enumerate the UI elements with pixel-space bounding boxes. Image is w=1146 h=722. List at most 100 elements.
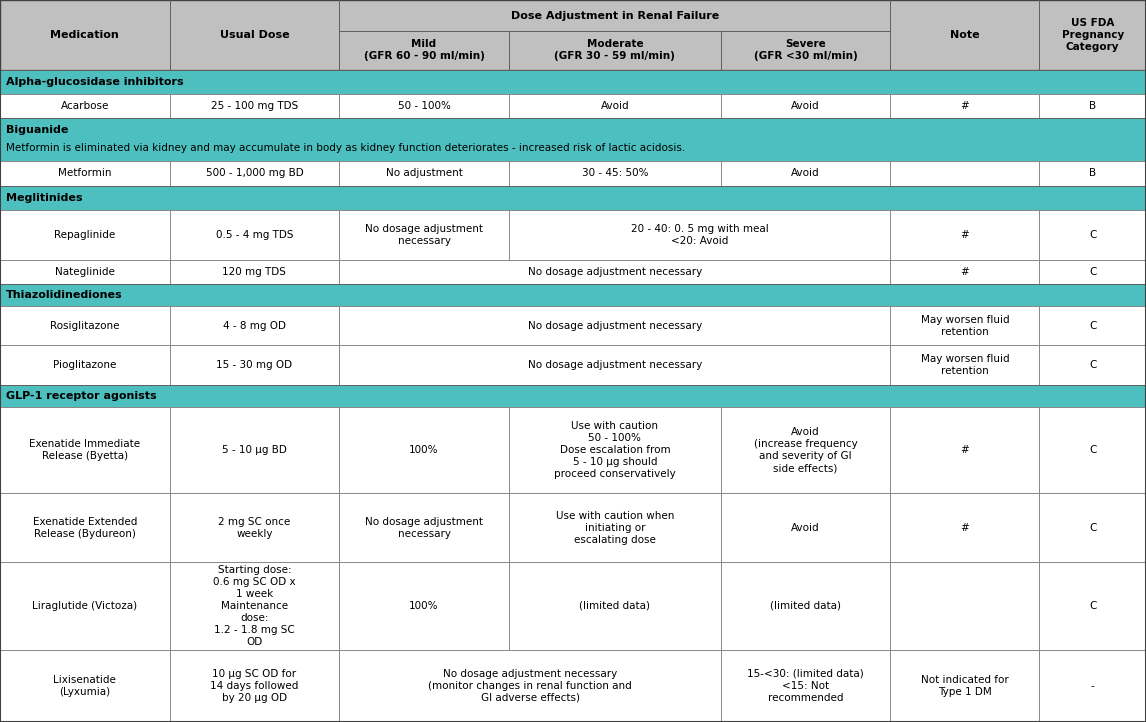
Text: Medication: Medication — [50, 30, 119, 40]
Text: Not indicated for
Type 1 DM: Not indicated for Type 1 DM — [921, 675, 1008, 697]
Bar — [339, 562, 509, 650]
Text: 100%: 100% — [409, 601, 439, 611]
Text: 500 - 1,000 mg BD: 500 - 1,000 mg BD — [205, 168, 304, 178]
Bar — [1039, 650, 1146, 722]
Text: Dose Adjustment in Renal Failure: Dose Adjustment in Renal Failure — [511, 11, 719, 21]
Bar — [721, 407, 890, 493]
Bar — [0, 118, 1146, 161]
Bar — [0, 0, 1146, 69]
Text: No dosage adjustment
necessary: No dosage adjustment necessary — [366, 517, 482, 539]
Text: 5 - 10 μg BD: 5 - 10 μg BD — [222, 445, 286, 455]
Bar — [0, 186, 1146, 210]
Text: No dosage adjustment
necessary: No dosage adjustment necessary — [366, 224, 482, 246]
Text: Avoid: Avoid — [601, 101, 629, 111]
Text: 10 μg SC OD for
14 days followed
by 20 μg OD: 10 μg SC OD for 14 days followed by 20 μ… — [210, 669, 299, 703]
Bar — [890, 650, 1039, 722]
Bar — [721, 94, 890, 118]
Bar — [1039, 260, 1146, 284]
Text: GLP-1 receptor agonists: GLP-1 receptor agonists — [6, 391, 156, 401]
Bar — [890, 210, 1039, 260]
Text: Avoid: Avoid — [792, 101, 819, 111]
Bar — [339, 94, 509, 118]
Bar — [0, 0, 170, 69]
Bar — [0, 210, 170, 260]
Text: C: C — [1089, 321, 1097, 331]
Bar — [509, 31, 721, 69]
Bar — [339, 0, 890, 31]
Bar — [721, 161, 890, 186]
Bar — [170, 210, 339, 260]
Text: Avoid: Avoid — [792, 523, 819, 533]
Text: Metformin: Metformin — [58, 168, 111, 178]
Text: 2 mg SC once
weekly: 2 mg SC once weekly — [218, 517, 291, 539]
Text: Usual Dose: Usual Dose — [220, 30, 289, 40]
Bar — [509, 407, 721, 493]
Bar — [0, 284, 1146, 306]
Text: Exenatide Immediate
Release (Byetta): Exenatide Immediate Release (Byetta) — [30, 439, 140, 461]
Bar — [890, 306, 1039, 345]
Bar — [721, 31, 890, 69]
Bar — [170, 161, 339, 186]
Bar — [0, 385, 1146, 407]
Text: C: C — [1089, 230, 1097, 240]
Text: No dosage adjustment necessary
(monitor changes in renal function and
GI adverse: No dosage adjustment necessary (monitor … — [429, 669, 631, 703]
Bar — [509, 493, 721, 562]
Text: 0.5 - 4 mg TDS: 0.5 - 4 mg TDS — [215, 230, 293, 240]
Text: Avoid
(increase frequency
and severity of GI
side effects): Avoid (increase frequency and severity o… — [754, 427, 857, 473]
Text: No dosage adjustment necessary: No dosage adjustment necessary — [527, 321, 702, 331]
Text: 100%: 100% — [409, 445, 439, 455]
Bar — [170, 345, 339, 385]
Bar — [339, 345, 890, 385]
Text: B: B — [1089, 101, 1097, 111]
Bar — [339, 161, 509, 186]
Text: Nateglinide: Nateglinide — [55, 267, 115, 277]
Text: Mild
(GFR 60 - 90 ml/min): Mild (GFR 60 - 90 ml/min) — [363, 40, 485, 61]
Text: 30 - 45: 50%: 30 - 45: 50% — [581, 168, 649, 178]
Text: Acarbose: Acarbose — [61, 101, 109, 111]
Text: #: # — [960, 267, 970, 277]
Bar — [170, 260, 339, 284]
Bar — [339, 407, 509, 493]
Text: #: # — [960, 523, 970, 533]
Bar — [1039, 0, 1146, 69]
Bar — [509, 94, 721, 118]
Text: 50 - 100%: 50 - 100% — [398, 101, 450, 111]
Text: Avoid: Avoid — [792, 168, 819, 178]
Bar — [0, 161, 170, 186]
Text: Use with caution
50 - 100%
Dose escalation from
5 - 10 μg should
proceed conserv: Use with caution 50 - 100% Dose escalati… — [554, 421, 676, 479]
Text: Biguanide: Biguanide — [6, 125, 68, 135]
Text: -: - — [1091, 681, 1094, 691]
Bar — [170, 493, 339, 562]
Bar — [1039, 94, 1146, 118]
Text: 15-<30: (limited data)
<15: Not
recommended: 15-<30: (limited data) <15: Not recommen… — [747, 669, 864, 703]
Bar — [170, 562, 339, 650]
Bar — [0, 94, 170, 118]
Text: Moderate
(GFR 30 - 59 ml/min): Moderate (GFR 30 - 59 ml/min) — [555, 40, 675, 61]
Bar — [721, 493, 890, 562]
Text: C: C — [1089, 267, 1097, 277]
Text: Alpha-glucosidase inhibitors: Alpha-glucosidase inhibitors — [6, 77, 183, 87]
Text: 25 - 100 mg TDS: 25 - 100 mg TDS — [211, 101, 298, 111]
Bar — [339, 210, 509, 260]
Text: Thiazolidinediones: Thiazolidinediones — [6, 290, 123, 300]
Text: Lixisenatide
(Lyxumia): Lixisenatide (Lyxumia) — [54, 675, 116, 697]
Text: C: C — [1089, 523, 1097, 533]
Bar — [0, 650, 170, 722]
Bar — [1039, 493, 1146, 562]
Bar — [890, 0, 1039, 69]
Text: Exenatide Extended
Release (Bydureon): Exenatide Extended Release (Bydureon) — [32, 517, 138, 539]
Bar — [339, 650, 721, 722]
Text: May worsen fluid
retention: May worsen fluid retention — [920, 315, 1010, 337]
Text: US FDA
Pregnancy
Category: US FDA Pregnancy Category — [1061, 18, 1124, 52]
Bar — [170, 0, 339, 69]
Text: #: # — [960, 230, 970, 240]
Text: #: # — [960, 101, 970, 111]
Bar — [1039, 161, 1146, 186]
Bar — [0, 306, 170, 345]
Text: B: B — [1089, 168, 1097, 178]
Text: 20 - 40: 0. 5 mg with meal
<20: Avoid: 20 - 40: 0. 5 mg with meal <20: Avoid — [630, 224, 769, 246]
Bar — [170, 407, 339, 493]
Text: No dosage adjustment necessary: No dosage adjustment necessary — [527, 267, 702, 277]
Text: Use with caution when
initiating or
escalating dose: Use with caution when initiating or esca… — [556, 510, 674, 545]
Bar — [339, 306, 890, 345]
